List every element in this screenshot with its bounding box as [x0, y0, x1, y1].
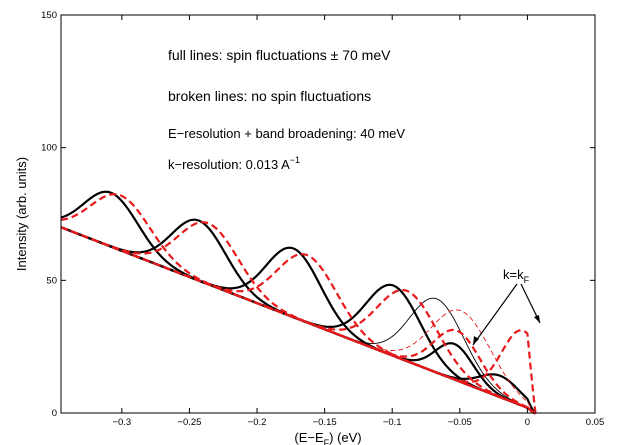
annotation-k-resolution-text: k−resolution: 0.013 A [168, 157, 290, 172]
annotation-k-resolution-sup: −1 [290, 155, 300, 165]
annotation-kf: k=kF [503, 267, 530, 285]
x-tick-label: −0.15 [313, 417, 337, 428]
annotation-kf-sub: F [524, 275, 530, 285]
series-nospin-11 [60, 226, 536, 414]
x-tick-label: −0.2 [248, 417, 267, 428]
x-tick-label: −0.05 [448, 417, 472, 428]
annotation-kf-text: k=k [503, 267, 524, 282]
y-tick-label: 100 [41, 143, 57, 154]
x-axis-label-sub: F [324, 438, 330, 445]
x-tick-label: −0.3 [112, 417, 131, 428]
y-tick-label: 50 [46, 275, 57, 286]
y-axis-label: Intensity (arb. units) [14, 157, 29, 271]
kf-arrow-left [472, 283, 518, 346]
x-tick-label: 0.05 [586, 417, 605, 428]
x-tick-label: −0.1 [383, 417, 402, 428]
x-axis-label-text: (E−E [294, 430, 324, 445]
kf-arrow-left-head [473, 336, 479, 345]
y-tick-label: 150 [41, 10, 57, 21]
annotation-no-spin-fluctuations: broken lines: no spin fluctuations [168, 88, 371, 104]
x-axis-label-unit: ) (eV) [329, 430, 362, 445]
plot-frame [60, 14, 596, 414]
x-tick-label: −0.25 [177, 417, 201, 428]
annotation-spin-fluctuations: full lines: spin fluctuations ± 70 meV [168, 47, 391, 63]
annotation-k-resolution: k−resolution: 0.013 A−1 [168, 155, 300, 172]
ticks: −0.3 −0.25 −0.2 −0.15 −0.1 −0.05 0 0.05 0 50 100 15… [41, 10, 604, 428]
series-nospin-13 [60, 226, 537, 414]
y-tick-label: 0 [52, 408, 57, 419]
x-tick-label: 0 [525, 417, 530, 428]
kf-arrow-right-head [534, 315, 540, 323]
annotation-e-resolution: E−resolution + band broadening: 40 meV [168, 126, 405, 141]
curves [60, 190, 537, 415]
x-axis-label: (E−EF) (eV) [294, 430, 361, 445]
